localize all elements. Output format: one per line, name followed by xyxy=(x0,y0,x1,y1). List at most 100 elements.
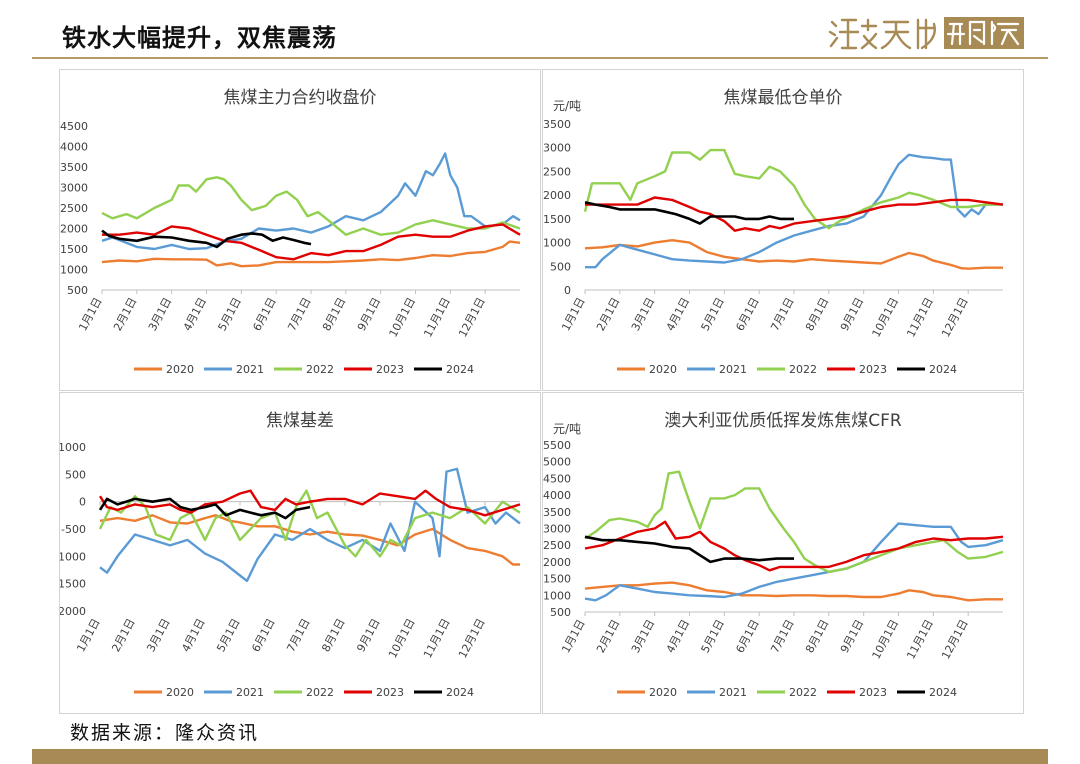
x-tick-label: 8月1日 xyxy=(319,616,347,654)
y-tick-label: 2000 xyxy=(543,189,571,202)
y-tick-label: 2500 xyxy=(543,165,571,178)
panel-australia-cfr: 澳大利亚优质低挥发炼焦煤CFR 元/吨 500 1000 1500 2000 2500 300… xyxy=(542,392,1024,714)
x-tick-label: 10月1日 xyxy=(386,295,418,339)
series-line-2024 xyxy=(584,535,794,564)
series-line-2020 xyxy=(99,514,520,566)
panel-coking-coal-basis: 焦煤基差 -2000 -1500 -1000 -500 0 500 1000 1月1日2月1日3… xyxy=(59,392,541,714)
x-tick-label: 4月1日 xyxy=(664,295,692,333)
chart-title: 澳大利亚优质低挥发炼焦煤CFR xyxy=(664,411,902,431)
series-line-2022 xyxy=(101,176,521,236)
x-tick-label: 2月1日 xyxy=(109,616,137,654)
x-tick-label: 8月1日 xyxy=(803,295,831,333)
y-tick-label: 500 xyxy=(550,606,571,619)
x-tick-label: 12月1日 xyxy=(456,616,488,660)
legend-label-2024: 2024 xyxy=(929,363,957,376)
x-tick-label: 8月1日 xyxy=(320,295,348,333)
series-line-2020 xyxy=(584,239,1003,270)
x-tick-label: 7月1日 xyxy=(285,295,313,333)
y-tick-label: 3500 xyxy=(60,161,88,174)
page-title: 铁水大幅提升，双焦震荡 xyxy=(62,23,337,52)
y-tick-label: 0 xyxy=(79,496,86,509)
x-tick-label: 3月1日 xyxy=(629,617,657,655)
y-tick-label: 4500 xyxy=(60,120,88,133)
y-tick-label: 3000 xyxy=(543,142,571,155)
panel-coking-coal-warrant: 焦煤最低仓单价 元/吨 0 500 1000 1500 2000 2500 3000 3500 1月… xyxy=(542,69,1024,391)
y-axis-unit-label: 元/吨 xyxy=(553,422,581,436)
x-tick-label: 11月1日 xyxy=(904,295,936,339)
y-tick-label: 1000 xyxy=(60,264,88,277)
y-tick-label: 4000 xyxy=(543,489,571,502)
x-tick-label: 5月1日 xyxy=(699,617,727,655)
x-tick-label: 2月1日 xyxy=(111,295,139,333)
chart-australia-coking-coal-cfr: 澳大利亚优质低挥发炼焦煤CFR 元/吨 500 1000 1500 2000 2500 300… xyxy=(543,411,1004,699)
x-tick-label: 11月1日 xyxy=(421,295,453,339)
chart-legend: 2020 2021 2022 2023 2024 xyxy=(617,686,957,699)
x-tick-label: 3月1日 xyxy=(629,295,657,333)
x-tick-label: 9月1日 xyxy=(354,616,382,654)
y-axis-unit-label: 元/吨 xyxy=(553,99,581,113)
x-tick-label: 1月1日 xyxy=(74,616,102,654)
series-line-2023 xyxy=(584,520,1004,572)
y-tick-label: 1500 xyxy=(60,243,88,256)
y-tick-label: 3000 xyxy=(60,182,88,195)
series-line-2024 xyxy=(98,497,311,520)
y-tick-label: 3000 xyxy=(543,523,571,536)
legend-label-2023: 2023 xyxy=(859,686,887,699)
legend-label-2020: 2020 xyxy=(166,686,194,699)
series-line-2020 xyxy=(101,240,521,268)
chart-title: 焦煤基差 xyxy=(266,411,334,431)
x-tick-label: 2月1日 xyxy=(594,295,622,333)
y-tick-label: 2500 xyxy=(543,539,571,552)
x-tick-label: 1月1日 xyxy=(76,295,104,333)
x-tick-label: 7月1日 xyxy=(768,617,796,655)
series-line-2022 xyxy=(583,148,1003,230)
y-tick-label: -500 xyxy=(61,523,86,536)
series-line-2022 xyxy=(584,470,1004,574)
legend-label-2023: 2023 xyxy=(376,363,404,376)
chart-title: 焦煤最低仓单价 xyxy=(724,88,843,108)
series-line-2024 xyxy=(584,201,794,225)
legend-label-2023: 2023 xyxy=(376,686,404,699)
x-tick-label: 1月1日 xyxy=(559,617,587,655)
x-tick-label: 4月1日 xyxy=(181,295,209,333)
y-tick-label: 5000 xyxy=(543,456,571,469)
y-tick-label: 3500 xyxy=(543,506,571,519)
x-tick-label: 6月1日 xyxy=(733,617,761,655)
panel-coking-coal-futures: 焦煤主力合约收盘价 500 1000 1500 2000 2500 3000 3500 4000… xyxy=(59,69,541,391)
x-tick-label: 7月1日 xyxy=(284,616,312,654)
series-line-2023 xyxy=(98,489,521,517)
y-tick-label: 0 xyxy=(564,284,571,297)
y-tick-label: 3500 xyxy=(543,118,571,131)
legend-label-2024: 2024 xyxy=(446,363,474,376)
x-tick-label: 5月1日 xyxy=(214,616,242,654)
legend-label-2024: 2024 xyxy=(446,686,474,699)
x-tick-label: 12月1日 xyxy=(456,295,488,339)
x-tick-label: 6月1日 xyxy=(733,295,761,333)
legend-label-2021: 2021 xyxy=(719,686,747,699)
legend-label-2020: 2020 xyxy=(166,363,194,376)
x-tick-label: 9月1日 xyxy=(355,295,383,333)
x-tick-label: 9月1日 xyxy=(838,617,866,655)
legend-label-2021: 2021 xyxy=(236,686,264,699)
legend-label-2021: 2021 xyxy=(719,363,747,376)
chart-legend: 2020 2021 2022 2023 2024 xyxy=(134,686,474,699)
x-tick-label: 5月1日 xyxy=(699,295,727,333)
series-line-2024 xyxy=(101,229,312,249)
y-tick-label: -1000 xyxy=(60,550,86,563)
data-source-note: 数据来源：隆众资讯 xyxy=(70,722,260,744)
series-line-2021 xyxy=(584,522,1004,602)
y-tick-label: 1500 xyxy=(543,573,571,586)
legend-label-2022: 2022 xyxy=(306,363,334,376)
legend-label-2024: 2024 xyxy=(929,686,957,699)
x-tick-label: 5月1日 xyxy=(216,295,244,333)
series-line-2023 xyxy=(102,223,521,261)
legend-label-2021: 2021 xyxy=(236,363,264,376)
y-tick-label: 4500 xyxy=(543,472,571,485)
x-tick-label: 12月1日 xyxy=(939,617,971,661)
chart-title: 焦煤主力合约收盘价 xyxy=(224,88,377,108)
chart-coking-coal-basis: 焦煤基差 -2000 -1500 -1000 -500 0 500 1000 1月1日2月1日3… xyxy=(60,411,521,699)
y-tick-label: 5500 xyxy=(543,439,571,452)
y-tick-label: 2500 xyxy=(60,202,88,215)
x-tick-label: 11月1日 xyxy=(904,617,936,661)
x-tick-label: 11月1日 xyxy=(421,616,453,660)
